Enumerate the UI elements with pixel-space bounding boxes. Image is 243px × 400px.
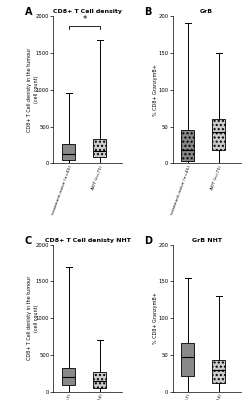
PathPatch shape: [62, 144, 75, 160]
Title: GrB NHT: GrB NHT: [191, 238, 222, 243]
Title: CD8+ T Cell density: CD8+ T Cell density: [53, 9, 122, 14]
Y-axis label: % CD8+ GranzymB+: % CD8+ GranzymB+: [153, 64, 158, 116]
Title: GrB: GrB: [200, 9, 213, 14]
Y-axis label: % CD8+ GranzymB+: % CD8+ GranzymB+: [153, 292, 158, 344]
PathPatch shape: [182, 130, 194, 160]
Text: C: C: [25, 236, 32, 246]
PathPatch shape: [93, 139, 106, 157]
PathPatch shape: [93, 372, 106, 388]
PathPatch shape: [62, 368, 75, 385]
PathPatch shape: [212, 360, 226, 383]
PathPatch shape: [182, 343, 194, 376]
Text: *: *: [82, 16, 87, 24]
Y-axis label: CD8+ T Cell denisty in the tumour
(cell count): CD8+ T Cell denisty in the tumour (cell …: [27, 48, 39, 132]
Text: D: D: [144, 236, 152, 246]
PathPatch shape: [212, 119, 226, 150]
Text: A: A: [25, 7, 32, 17]
Y-axis label: CD8+ T Cell denisty in the tumour
(cell count): CD8+ T Cell denisty in the tumour (cell …: [27, 276, 39, 360]
Title: CD8+ T Cell denisty NHT: CD8+ T Cell denisty NHT: [44, 238, 130, 243]
Text: B: B: [144, 7, 151, 17]
